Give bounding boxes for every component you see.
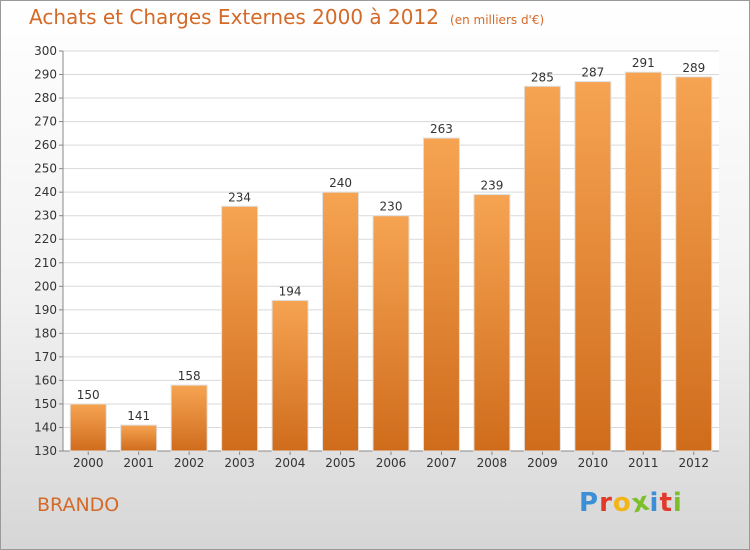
x-tick-label: 2008 bbox=[477, 456, 508, 470]
data-label: 158 bbox=[178, 369, 201, 383]
x-tick-label: 2005 bbox=[325, 456, 356, 470]
data-label: 291 bbox=[632, 56, 655, 70]
data-label: 234 bbox=[228, 190, 251, 204]
y-tick-label: 150 bbox=[34, 397, 57, 411]
bar-2002 bbox=[170, 384, 208, 452]
y-tick-label: 130 bbox=[34, 444, 57, 458]
label-layer: 150 2000 141 2001 158 2002 234 2003 194 2004 240 20… bbox=[73, 56, 709, 470]
y-tick-label: 250 bbox=[34, 162, 57, 176]
y-tick-label: 240 bbox=[34, 185, 57, 199]
bar-2000 bbox=[69, 403, 107, 452]
bar-2005 bbox=[322, 191, 360, 452]
x-tick-label: 2009 bbox=[527, 456, 558, 470]
logo-letter: P bbox=[579, 488, 600, 518]
x-tick-label: 2000 bbox=[73, 456, 104, 470]
bar-2009 bbox=[523, 85, 561, 452]
data-label: 240 bbox=[329, 176, 352, 190]
axis-layer: 130 140 150 160 170 180 190 200 210 220 230 240 250 2… bbox=[34, 44, 719, 458]
x-tick-label: 2002 bbox=[174, 456, 205, 470]
bar-2006 bbox=[372, 215, 410, 452]
data-label: 239 bbox=[480, 179, 503, 193]
logo-letter: t bbox=[659, 488, 673, 518]
y-tick-label: 230 bbox=[34, 209, 57, 223]
x-tick-label: 2004 bbox=[275, 456, 306, 470]
y-tick-label: 210 bbox=[34, 256, 57, 270]
data-label: 141 bbox=[127, 409, 150, 423]
x-tick-label: 2007 bbox=[426, 456, 457, 470]
data-label: 287 bbox=[581, 66, 604, 80]
logo-letter: i bbox=[672, 488, 683, 518]
bar-2008 bbox=[473, 194, 511, 452]
bar-2001 bbox=[120, 424, 158, 452]
x-tick-label: 2001 bbox=[123, 456, 154, 470]
y-tick-label: 200 bbox=[34, 279, 57, 293]
y-tick-label: 270 bbox=[34, 115, 57, 129]
y-tick-label: 290 bbox=[34, 68, 57, 82]
y-tick-label: 300 bbox=[34, 44, 57, 58]
data-label: 194 bbox=[279, 284, 302, 298]
bar-2012 bbox=[675, 76, 713, 452]
y-tick-label: 260 bbox=[34, 138, 57, 152]
y-tick-label: 170 bbox=[34, 350, 57, 364]
y-tick-label: 180 bbox=[34, 326, 57, 340]
bar-2003 bbox=[221, 205, 259, 452]
proxiti-logo: Proxiti bbox=[579, 486, 683, 519]
x-tick-label: 2010 bbox=[578, 456, 609, 470]
x-tick-label: 2006 bbox=[376, 456, 407, 470]
bar-2010 bbox=[574, 81, 612, 452]
y-tick-label: 220 bbox=[34, 232, 57, 246]
bar-2004 bbox=[271, 299, 309, 452]
bar-layer bbox=[69, 71, 713, 452]
y-tick-label: 140 bbox=[34, 420, 57, 434]
data-label: 263 bbox=[430, 122, 453, 136]
logo-letter: i bbox=[649, 488, 660, 518]
unit-note: (en milliers d'€) bbox=[450, 13, 545, 27]
data-label: 230 bbox=[380, 200, 403, 214]
title-row: Achats et Charges Externes 2000 à 2012 (… bbox=[29, 5, 544, 29]
data-label: 289 bbox=[682, 61, 705, 75]
chart-title: Achats et Charges Externes 2000 à 2012 bbox=[29, 5, 439, 29]
data-label: 150 bbox=[77, 388, 100, 402]
y-tick-label: 280 bbox=[34, 91, 57, 105]
x-tick-label: 2012 bbox=[678, 456, 709, 470]
logo-letter: r bbox=[599, 488, 613, 518]
x-tick-label: 2003 bbox=[224, 456, 255, 470]
y-tick-label: 160 bbox=[34, 373, 57, 387]
y-tick-label: 190 bbox=[34, 303, 57, 317]
logo-letter: o bbox=[612, 488, 632, 518]
bar-2011 bbox=[624, 71, 662, 452]
data-label: 285 bbox=[531, 70, 554, 84]
place-name: BRANDO bbox=[37, 494, 120, 516]
x-tick-label: 2011 bbox=[628, 456, 659, 470]
bar-2007 bbox=[422, 137, 460, 452]
